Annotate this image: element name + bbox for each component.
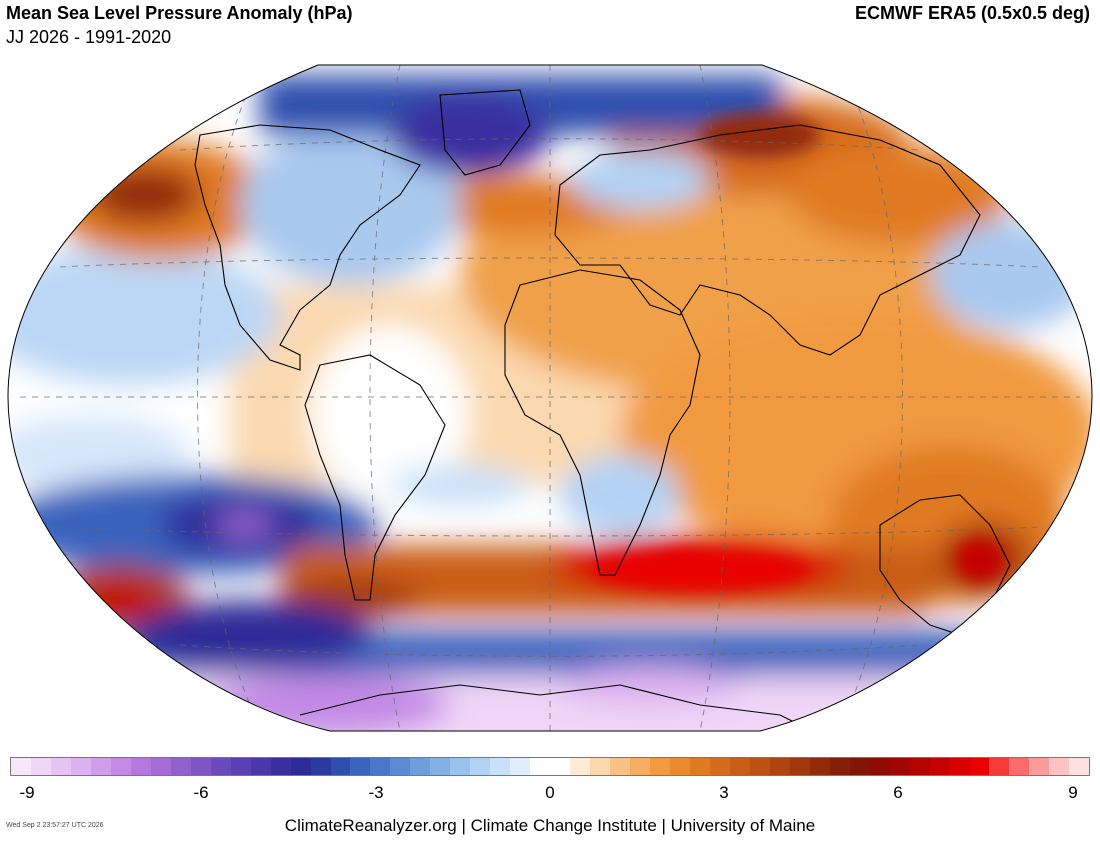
colorbar-cell	[330, 758, 351, 775]
colorbar-cell	[430, 758, 451, 775]
colorbar-cell	[869, 758, 890, 775]
colorbar-cell	[1009, 758, 1030, 775]
timestamp: Wed Sep 2 23:57:27 UTC 2026	[6, 822, 104, 829]
colorbar-cell	[889, 758, 910, 775]
colorbar-cell	[650, 758, 670, 775]
colorbar-cell	[130, 758, 151, 775]
colorbar-cell	[390, 758, 411, 775]
dataset-label: ECMWF ERA5 (0.5x0.5 deg)	[854, 3, 1090, 23]
colorbar-cell	[949, 758, 970, 775]
colorbar-cell	[669, 758, 690, 775]
colorbar-cell	[210, 758, 231, 775]
colorbar-cell	[410, 758, 431, 775]
colorbar-cell	[809, 758, 830, 775]
colorbar-cell	[1029, 758, 1050, 775]
map-field	[8, 65, 1092, 731]
colorbar-cell	[1069, 758, 1090, 775]
colorbar-cell	[470, 758, 491, 775]
colorbar-cell	[769, 758, 790, 775]
colorbar-cell	[250, 758, 271, 775]
colorbar-cell	[550, 758, 571, 775]
anomaly-map	[0, 55, 1100, 745]
colorbar-cell	[729, 758, 750, 775]
colorbar-cell	[90, 758, 111, 775]
colorbar-cell	[689, 758, 710, 775]
colorbar-cell	[290, 758, 311, 775]
colorbar-cell	[150, 758, 171, 775]
colorbar-cell	[989, 758, 1010, 775]
colorbar-tick-label: -9	[19, 783, 35, 802]
colorbar-cell	[929, 758, 950, 775]
colorbar-cell	[969, 758, 990, 775]
globe-outline	[7, 64, 1093, 732]
colorbar-cell	[230, 758, 251, 775]
colorbar-cell	[30, 758, 51, 775]
colorbar-tick-label: -6	[193, 783, 209, 802]
colorbar-cell	[709, 758, 730, 775]
colorbar-cell	[450, 758, 471, 775]
colorbar-cell	[170, 758, 191, 775]
colorbar-cell	[110, 758, 131, 775]
colorbar-cell	[530, 758, 551, 775]
colorbar-cell	[829, 758, 850, 775]
colorbar-cell	[570, 758, 591, 775]
colorbar-cell	[749, 758, 770, 775]
colorbar-cell	[789, 758, 810, 775]
colorbar-cell	[190, 758, 211, 775]
colorbar-tick-label: 0	[545, 783, 555, 802]
colorbar-cell	[70, 758, 91, 775]
colorbar-cell	[1049, 758, 1070, 775]
colorbar-cell	[11, 758, 31, 775]
credits: ClimateReanalyzer.org | Climate Change I…	[284, 816, 816, 835]
map-subtitle: JJ 2026 - 1991-2020	[6, 27, 172, 47]
colorbar-tick-label: -3	[368, 783, 384, 802]
colorbar-tick-label: 3	[719, 783, 729, 802]
colorbar-tick-label: 6	[893, 783, 903, 802]
colorbar	[10, 757, 1090, 776]
colorbar-cell	[849, 758, 870, 775]
colorbar-cell	[510, 758, 531, 775]
colorbar-cell	[590, 758, 611, 775]
colorbar-cell	[270, 758, 291, 775]
colorbar-cell	[490, 758, 511, 775]
colorbar-cell	[310, 758, 331, 775]
colorbar-cell	[610, 758, 631, 775]
colorbar-cell	[909, 758, 930, 775]
colorbar-cell	[370, 758, 391, 775]
colorbar-cell	[630, 758, 650, 775]
colorbar-cell	[350, 758, 371, 775]
colorbar-cell	[50, 758, 71, 775]
colorbar-tick-label: 9	[1068, 783, 1078, 802]
graticule	[20, 65, 1080, 731]
map-title: Mean Sea Level Pressure Anomaly (hPa)	[6, 3, 353, 23]
